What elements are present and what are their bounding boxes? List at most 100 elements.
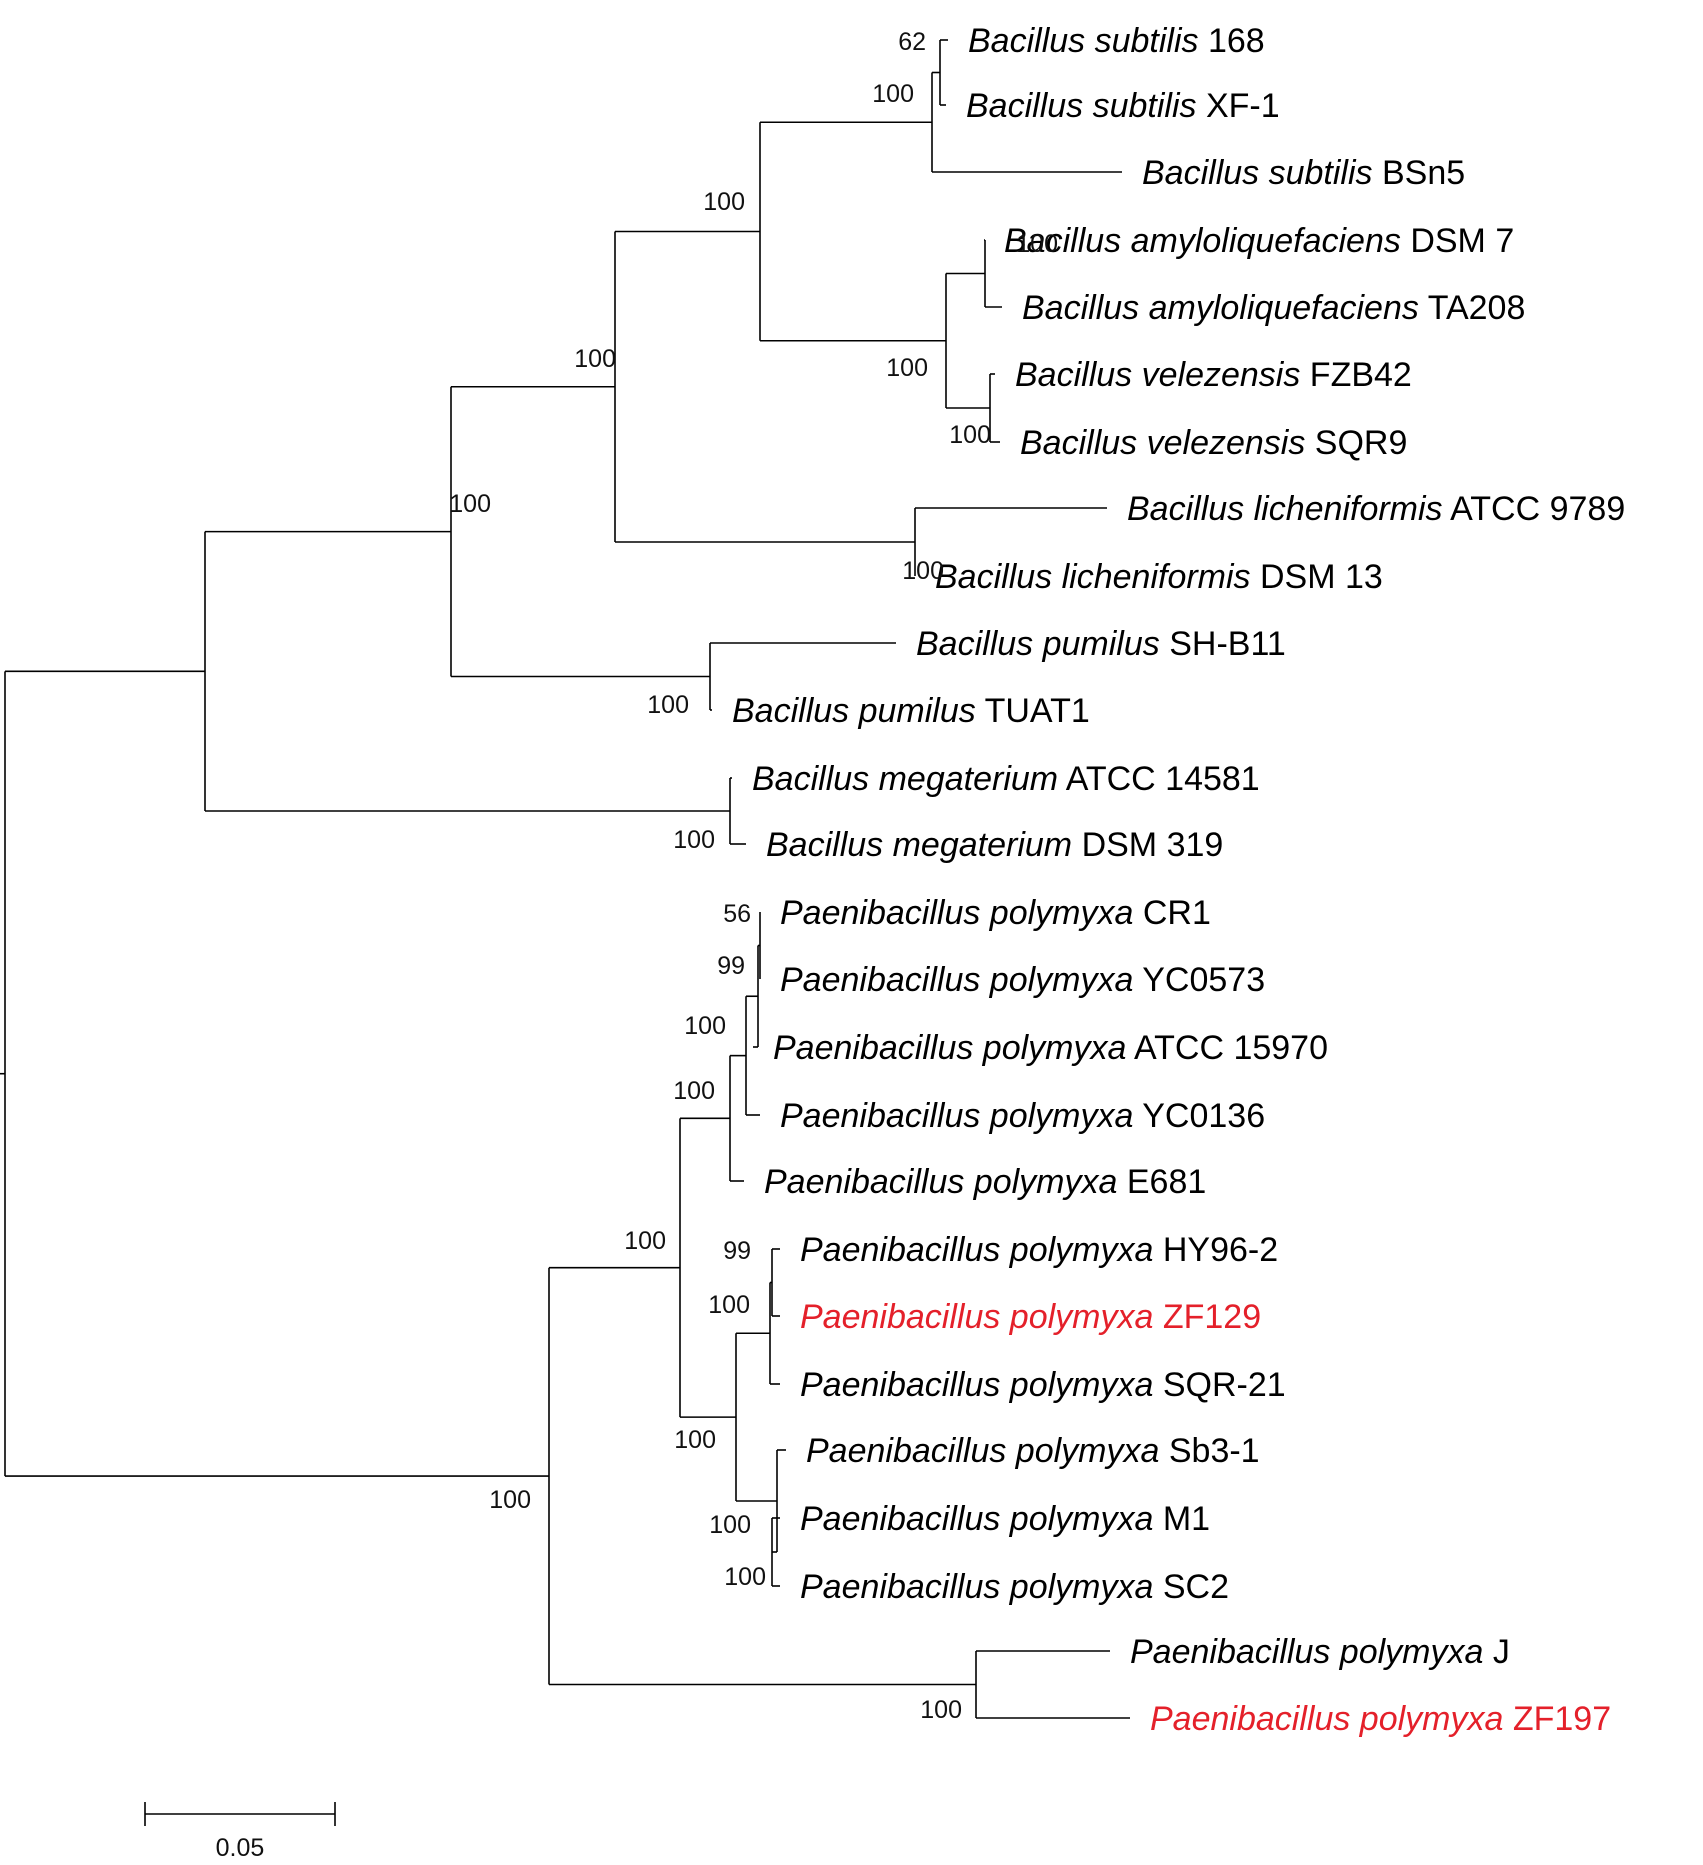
taxon-species-name: Bacillus amyloliquefaciens — [1004, 222, 1401, 260]
taxon-label: Paenibacillus polymyxa YC0136 — [780, 1097, 1265, 1135]
bootstrap-value: 100 — [949, 421, 991, 449]
taxon-species-name: Bacillus megaterium — [766, 826, 1072, 864]
taxon-species-name: Paenibacillus polymyxa — [800, 1500, 1153, 1538]
bootstrap-value: 100 — [673, 1077, 715, 1105]
bootstrap-value: 100 — [647, 691, 689, 719]
taxon-species-name: Bacillus pumilus — [916, 625, 1160, 663]
taxon-species-name: Bacillus subtilis — [968, 22, 1199, 60]
taxon-label: Bacillus subtilis BSn5 — [1142, 154, 1465, 192]
taxon-label: Paenibacillus polymyxa ZF197 — [1150, 1700, 1611, 1738]
taxon-label: Bacillus pumilus SH-B11 — [916, 625, 1286, 663]
bootstrap-value: 100 — [574, 345, 616, 373]
taxon-label: Bacillus velezensis FZB42 — [1015, 356, 1412, 394]
taxon-label: Bacillus megaterium ATCC 14581 — [752, 760, 1260, 798]
taxon-strain: SQR9 — [1305, 424, 1407, 462]
scale-bar: 0.05 — [144, 1802, 336, 1862]
bootstrap-value: 100 — [709, 1511, 751, 1539]
bootstrap-value: 100 — [624, 1227, 666, 1255]
taxon-species-name: Bacillus pumilus — [732, 692, 976, 730]
taxon-strain: TA208 — [1419, 289, 1525, 327]
taxon-strain: SH-B11 — [1160, 625, 1286, 663]
taxon-label: Paenibacillus polymyxa SQR-21 — [800, 1366, 1286, 1404]
taxon-species-name: Bacillus velezensis — [1015, 356, 1300, 394]
taxon-strain: ATCC 9789 — [1443, 490, 1626, 528]
bootstrap-value: 100 — [902, 557, 944, 585]
taxon-species-name: Bacillus velezensis — [1020, 424, 1305, 462]
taxon-strain: XF-1 — [1197, 87, 1280, 125]
bootstrap-value: 62 — [898, 28, 926, 56]
bootstrap-value: 100 — [449, 490, 491, 518]
taxon-strain: E681 — [1117, 1163, 1206, 1201]
taxon-strain: DSM 13 — [1251, 558, 1383, 596]
bootstrap-value: 100 — [1016, 230, 1058, 258]
taxon-species-name: Paenibacillus polymyxa — [764, 1163, 1117, 1201]
taxon-strain: SC2 — [1153, 1568, 1229, 1606]
bootstrap-value: 100 — [724, 1563, 766, 1591]
bootstrap-value: 100 — [489, 1486, 531, 1514]
taxon-label: Bacillus subtilis XF-1 — [966, 87, 1280, 125]
taxon-strain: TUAT1 — [976, 692, 1090, 730]
taxon-label: Paenibacillus polymyxa M1 — [800, 1500, 1210, 1538]
taxon-strain: FZB42 — [1300, 356, 1411, 394]
taxon-species-name: Bacillus megaterium — [752, 760, 1058, 798]
taxon-species-name: Paenibacillus polymyxa — [800, 1366, 1153, 1404]
taxon-strain: ZF129 — [1153, 1298, 1261, 1336]
taxon-label: Paenibacillus polymyxa CR1 — [780, 894, 1211, 932]
taxon-strain: Sb3-1 — [1159, 1432, 1259, 1470]
taxon-species-name: Paenibacillus polymyxa — [1130, 1633, 1483, 1671]
taxon-strain: DSM 7 — [1401, 222, 1514, 260]
bootstrap-value: 100 — [674, 1426, 716, 1454]
taxon-species-name: Paenibacillus polymyxa — [800, 1568, 1153, 1606]
taxon-strain: BSn5 — [1373, 154, 1466, 192]
taxon-label: Bacillus pumilus TUAT1 — [732, 692, 1090, 730]
taxon-strain: DSM 319 — [1072, 826, 1223, 864]
bootstrap-value: 100 — [920, 1696, 962, 1724]
taxon-species-name: Bacillus amyloliquefaciens — [1022, 289, 1419, 327]
bootstrap-value: 100 — [872, 80, 914, 108]
taxon-label: Bacillus subtilis 168 — [968, 22, 1265, 60]
bootstrap-value: 99 — [723, 1237, 751, 1265]
bootstrap-values: 62 100 100 100 100 100 100 100 100 100 100 56 99 100 1… — [449, 28, 1058, 1724]
taxon-label: Bacillus amyloliquefaciens DSM 7 — [1004, 222, 1514, 260]
taxon-species-name: Bacillus licheniformis — [1127, 490, 1443, 528]
taxon-species-name: Bacillus licheniformis — [935, 558, 1251, 596]
bootstrap-value: 56 — [723, 900, 751, 928]
taxon-label: Paenibacillus polymyxa SC2 — [800, 1568, 1229, 1606]
taxon-label: Bacillus amyloliquefaciens TA208 — [1022, 289, 1525, 327]
taxon-strain: ATCC 15970 — [1126, 1029, 1328, 1067]
taxon-species-name: Paenibacillus polymyxa — [800, 1298, 1153, 1336]
taxon-species-name: Paenibacillus polymyxa — [800, 1231, 1153, 1269]
taxon-species-name: Paenibacillus polymyxa — [780, 1097, 1133, 1135]
taxon-label: Paenibacillus polymyxa E681 — [764, 1163, 1206, 1201]
taxon-label: Bacillus licheniformis DSM 13 — [935, 558, 1383, 596]
taxon-species-name: Paenibacillus polymyxa — [773, 1029, 1126, 1067]
taxon-strain: YC0136 — [1133, 1097, 1265, 1135]
taxon-strain: HY96-2 — [1153, 1231, 1278, 1269]
bootstrap-value: 100 — [684, 1012, 726, 1040]
taxon-label: Paenibacillus polymyxa HY96-2 — [800, 1231, 1278, 1269]
taxon-species-name: Paenibacillus polymyxa — [780, 961, 1133, 999]
taxon-label: Paenibacillus polymyxa ZF129 — [800, 1298, 1261, 1336]
taxon-strain: SQR-21 — [1153, 1366, 1285, 1404]
bootstrap-value: 99 — [717, 952, 745, 980]
taxon-label: Paenibacillus polymyxa YC0573 — [780, 961, 1265, 999]
taxon-strain: ZF197 — [1503, 1700, 1611, 1738]
taxon-label: Paenibacillus polymyxa J — [1130, 1633, 1510, 1671]
tree-branches — [0, 39, 1130, 1719]
taxon-species-name: Bacillus subtilis — [966, 87, 1197, 125]
taxon-strain: M1 — [1153, 1500, 1210, 1538]
taxon-species-name: Bacillus subtilis — [1142, 154, 1373, 192]
bootstrap-value: 100 — [703, 188, 745, 216]
taxon-strain: ATCC 14581 — [1058, 760, 1260, 798]
taxon-label: Bacillus velezensis SQR9 — [1020, 424, 1407, 462]
bootstrap-value: 100 — [673, 826, 715, 854]
taxon-label: Bacillus licheniformis ATCC 9789 — [1127, 490, 1625, 528]
taxon-species-name: Paenibacillus polymyxa — [780, 894, 1133, 932]
taxon-strain: YC0573 — [1133, 961, 1265, 999]
taxon-label: Bacillus megaterium DSM 319 — [766, 826, 1223, 864]
taxon-strain: CR1 — [1133, 894, 1210, 932]
taxon-species-name: Paenibacillus polymyxa — [806, 1432, 1159, 1470]
taxon-species-name: Paenibacillus polymyxa — [1150, 1700, 1503, 1738]
